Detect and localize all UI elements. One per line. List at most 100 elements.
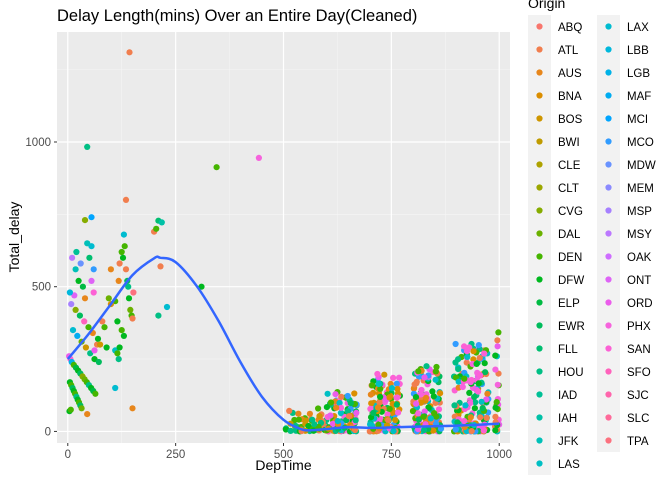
legend-label: MCO: [627, 137, 654, 149]
legend-swatch: [605, 414, 612, 421]
legend-item: HOU: [528, 360, 584, 383]
data-point: [430, 427, 437, 434]
legend-item: DAL: [528, 222, 581, 245]
data-point: [418, 386, 425, 394]
data-point: [305, 422, 312, 430]
data-point: [468, 428, 475, 435]
data-point: [452, 340, 459, 348]
data-point: [390, 374, 397, 381]
data-point: [76, 312, 83, 319]
data-point: [295, 410, 302, 417]
data-point: [213, 164, 220, 171]
data-point: [78, 405, 85, 412]
data-point: [480, 427, 487, 434]
legend-item: ABQ: [528, 15, 582, 38]
data-point: [425, 404, 432, 411]
data-point: [347, 400, 354, 407]
data-point: [384, 411, 391, 418]
data-point: [377, 393, 384, 400]
data-point: [417, 399, 424, 406]
data-point: [477, 414, 484, 421]
legend-label: MAF: [627, 91, 651, 103]
data-point: [472, 399, 479, 406]
data-point: [90, 266, 97, 273]
legend-swatch: [605, 253, 612, 260]
data-point: [367, 391, 374, 398]
data-point: [392, 417, 399, 424]
data-point: [121, 243, 128, 250]
data-point: [494, 343, 501, 350]
data-point: [385, 417, 392, 424]
data-point: [74, 332, 81, 339]
data-point: [471, 405, 478, 412]
legend-label: HOU: [558, 367, 584, 379]
data-point: [467, 414, 474, 421]
data-point: [375, 380, 382, 388]
legend-item: EWR: [528, 314, 585, 337]
data-point: [386, 394, 393, 401]
legend-swatch: [605, 161, 612, 168]
data-point: [115, 356, 122, 363]
legend-item: LAS: [528, 452, 580, 475]
legend-item: SFO: [597, 360, 651, 383]
legend-label: IAH: [558, 413, 577, 425]
legend-swatch: [605, 391, 612, 398]
legend-swatch: [605, 437, 612, 444]
data-point: [73, 248, 80, 256]
data-point: [482, 369, 489, 376]
y-tick-label: 1000: [25, 137, 51, 149]
legend-item: CLE: [528, 153, 581, 176]
data-point: [429, 388, 436, 395]
data-point: [353, 409, 360, 416]
data-point: [395, 409, 402, 416]
data-point: [125, 295, 133, 302]
data-point: [374, 404, 382, 411]
data-point: [323, 404, 330, 411]
data-point: [120, 231, 127, 238]
data-point: [461, 417, 468, 425]
data-point: [115, 277, 122, 284]
legend-swatch: [536, 460, 543, 467]
data-point: [334, 418, 341, 425]
legend-label: JFK: [558, 436, 579, 448]
legend-label: SJC: [627, 390, 649, 402]
legend-label: SLC: [627, 413, 649, 425]
legend-swatch: [536, 276, 543, 283]
data-point: [92, 390, 99, 397]
legend-item: ONT: [597, 268, 651, 291]
legend-label: CLE: [558, 160, 581, 172]
legend-label: BOS: [558, 114, 583, 126]
legend-item: TPA: [597, 429, 649, 452]
data-point: [90, 289, 97, 296]
data-point: [475, 388, 482, 395]
data-point: [376, 399, 383, 406]
legend-swatch: [536, 92, 543, 99]
legend-label: LAS: [558, 459, 580, 471]
data-point: [287, 427, 294, 434]
data-point: [118, 327, 125, 334]
legend-label: ONT: [627, 275, 651, 287]
legend-label: ABQ: [558, 22, 582, 34]
data-point: [86, 254, 93, 261]
legend-label: ATL: [558, 45, 579, 57]
legend-swatch: [605, 69, 612, 76]
legend: Origin ABQ ATL AUS BNA BOS BWI CLE CLT CVG DAL DEN…: [528, 0, 656, 475]
data-point: [81, 318, 88, 325]
data-point: [415, 416, 422, 423]
data-point: [130, 289, 137, 296]
data-point: [411, 381, 418, 388]
data-point: [129, 405, 136, 412]
data-point: [476, 372, 484, 379]
data-point: [163, 303, 171, 311]
data-point: [420, 413, 427, 420]
chart-title: Delay Length(mins) Over an Entire Day(Cl…: [57, 7, 417, 25]
legend-label: DEN: [558, 252, 582, 264]
data-point: [82, 344, 89, 351]
data-point: [493, 399, 500, 406]
legend-swatch: [536, 345, 543, 352]
y-axis-title: Total_delay: [6, 202, 22, 273]
data-point: [198, 283, 205, 290]
legend-swatch: [536, 230, 543, 237]
y-tick-label: 500: [32, 282, 51, 294]
data-point: [337, 409, 344, 416]
